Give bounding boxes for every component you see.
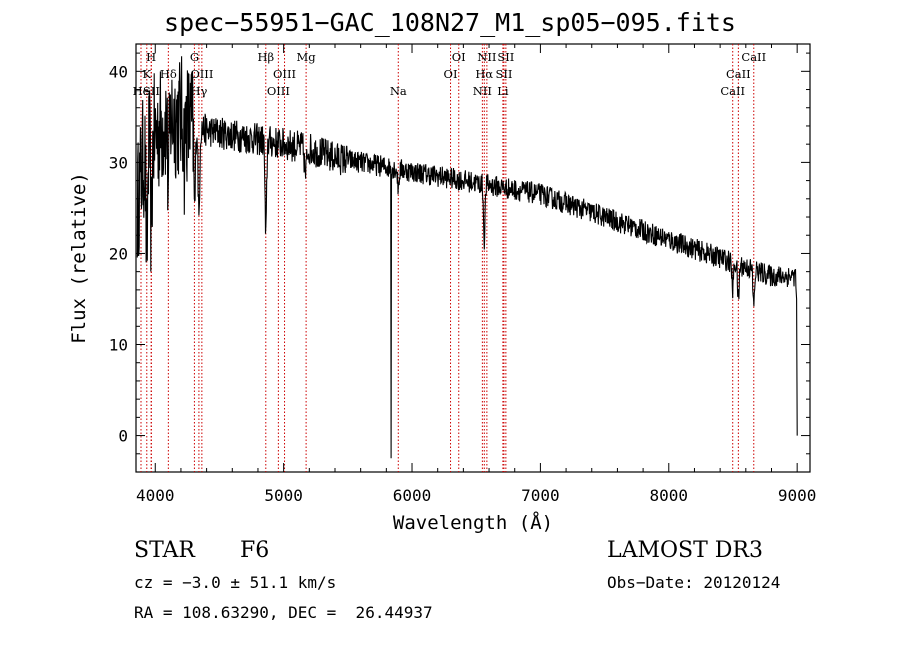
x-tick-label: 4000 xyxy=(136,486,175,505)
spectral-line-label: He xyxy=(133,84,150,98)
x-tick-label: 6000 xyxy=(393,486,432,505)
redshift-line: cz = −3.0 ± 51.1 km/s xyxy=(134,573,337,592)
spectral-line-label: OIII xyxy=(273,67,296,81)
spectral-line-label: NII xyxy=(477,50,496,64)
spectral-line-label: OI xyxy=(444,67,458,81)
x-tick-label: 9000 xyxy=(778,486,817,505)
spectral-line-label: CaII xyxy=(726,67,751,81)
spectral-line-label: SII xyxy=(143,84,160,98)
spectrum-layer xyxy=(136,56,798,459)
object-subclass: F6 xyxy=(240,538,270,563)
spectral-line-label: Hα xyxy=(475,67,493,81)
axis-tick-layer: 4000 5000 6000 7000 8000 9000 0 10 20 30 40 xyxy=(109,44,817,505)
y-tick-label: 20 xyxy=(109,244,128,263)
spectral-line-label: OIII xyxy=(267,84,290,98)
spectrum-line xyxy=(136,56,798,459)
spectral-line-label: G xyxy=(190,50,199,64)
spectral-line-label: SII xyxy=(497,50,514,64)
spectral-line-label: OI xyxy=(452,50,466,64)
survey-name: LAMOST DR3 xyxy=(607,538,763,563)
spectral-line-label: K xyxy=(142,67,151,81)
object-class: STAR xyxy=(134,538,195,563)
y-tick-label: 30 xyxy=(109,153,128,172)
spectral-line-label: NII xyxy=(473,84,492,98)
x-tick-label: 5000 xyxy=(264,486,303,505)
obs-date-line: Obs−Date: 20120124 xyxy=(607,573,781,592)
y-tick-label: 40 xyxy=(109,62,128,81)
spectral-line-label: Hγ xyxy=(190,84,207,98)
spectral-line-label: Li xyxy=(497,84,509,98)
line-label-layer: HeKHSIIHδGHγOIIIHβOIIIOIIIMgNaOIOINIIHαN… xyxy=(133,50,767,98)
spectral-line-label: Na xyxy=(390,84,407,98)
spectral-line-label: H xyxy=(146,50,156,64)
chart-title: spec−55951−GAC_108N27_M1_sp05−095.fits xyxy=(164,8,736,37)
spectral-line-label: CaII xyxy=(720,84,745,98)
spectral-line-label: Hβ xyxy=(257,50,274,64)
y-axis-label: Flux (relative) xyxy=(68,172,90,344)
spectral-line-label: OIII xyxy=(190,67,213,81)
x-tick-label: 7000 xyxy=(521,486,560,505)
spectral-line-label: Mg xyxy=(297,50,317,64)
coords-line: RA = 108.63290, DEC = 26.44937 xyxy=(134,603,433,622)
spectral-line-label: CaII xyxy=(741,50,766,64)
x-tick-label: 8000 xyxy=(650,486,689,505)
line-marker-layer xyxy=(140,44,755,472)
y-tick-label: 10 xyxy=(109,336,128,355)
y-tick-label: 0 xyxy=(118,427,128,446)
spectral-line-label: Hδ xyxy=(160,67,177,81)
plot-frame xyxy=(135,43,811,473)
x-axis-label: Wavelength (Å) xyxy=(393,511,553,534)
spectral-line-label: SII xyxy=(495,67,512,81)
